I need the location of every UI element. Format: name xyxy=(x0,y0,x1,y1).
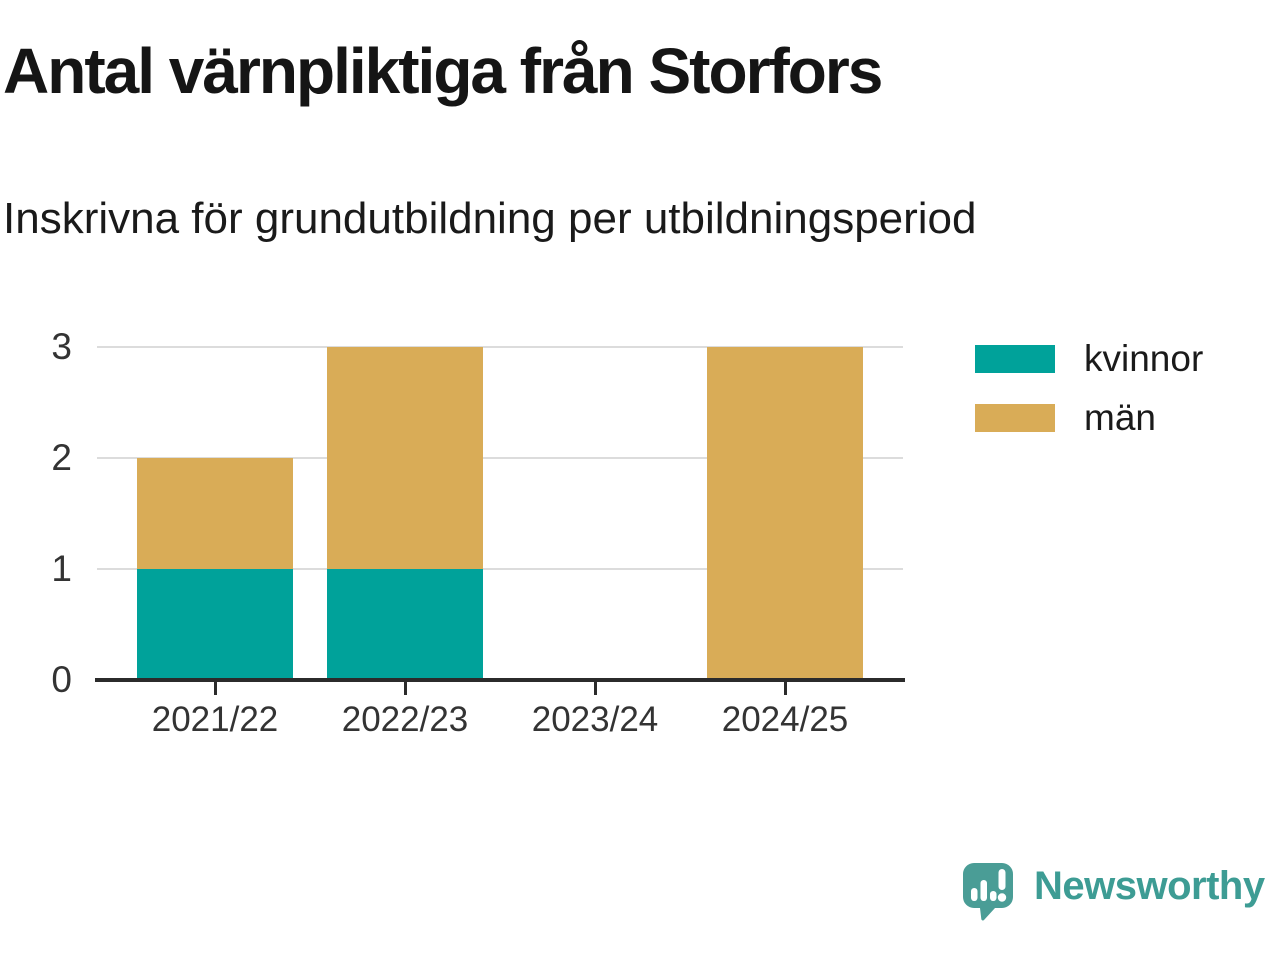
legend-swatch-man xyxy=(975,404,1055,432)
gridline-y-1 xyxy=(97,568,903,570)
x-tick-2023-24 xyxy=(593,682,597,695)
bar-2022-23-kvinnor[interactable] xyxy=(327,569,483,680)
gridline-y-3 xyxy=(97,346,903,348)
brand-wordmark: Newsworthy xyxy=(1034,864,1265,908)
y-tick-label-0: 0 xyxy=(51,659,72,700)
bar-2022-23-män[interactable] xyxy=(327,347,483,569)
legend-swatch-kvinnor xyxy=(975,345,1055,373)
legend-label-man: män xyxy=(1084,397,1156,438)
chart-subtitle: Inskrivna för grundutbildning per utbild… xyxy=(3,194,977,243)
legend-item-man: män xyxy=(975,397,1203,439)
bar-group-2024-25 xyxy=(690,347,880,680)
x-tick-label-2024-25: 2024/25 xyxy=(721,700,849,739)
x-tick-2021-22 xyxy=(213,682,217,695)
x-tick-2022-23 xyxy=(403,682,407,695)
x-axis-line xyxy=(95,678,905,682)
legend-label-kvinnor: kvinnor xyxy=(1084,338,1204,379)
x-tick-label-2023-24: 2023/24 xyxy=(531,700,659,739)
x-tick-label-2022-23: 2022/23 xyxy=(341,700,469,739)
bar-group-2021-22 xyxy=(120,347,310,680)
plot-area xyxy=(95,346,905,682)
page-title: Antal värnpliktiga från Storfors xyxy=(3,35,883,107)
branding: Newsworthy xyxy=(962,862,1265,922)
newsworthy-bar-chart-speech-bubble-icon xyxy=(963,863,1013,921)
legend-item-kvinnor: kvinnor xyxy=(975,338,1203,380)
bar-group-2023-24 xyxy=(500,347,690,680)
bar-2021-22-män[interactable] xyxy=(137,458,293,569)
y-tick-label-1: 1 xyxy=(51,548,72,589)
legend: kvinnor män xyxy=(975,338,1203,456)
bar-group-2022-23 xyxy=(310,347,500,680)
y-tick-label-3: 3 xyxy=(51,326,72,367)
y-tick-label-2: 2 xyxy=(51,437,72,478)
x-tick-label-2021-22: 2021/22 xyxy=(151,700,279,739)
gridline-y-2 xyxy=(97,457,903,459)
bar-2024-25-män[interactable] xyxy=(707,347,863,680)
x-tick-2024-25 xyxy=(783,682,787,695)
bar-2021-22-kvinnor[interactable] xyxy=(137,569,293,680)
